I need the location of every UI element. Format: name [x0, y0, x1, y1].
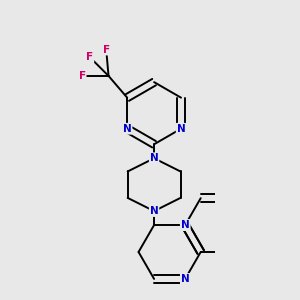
- Text: N: N: [150, 206, 158, 216]
- Text: N: N: [150, 153, 158, 163]
- Text: N: N: [181, 220, 190, 230]
- Text: N: N: [123, 124, 131, 134]
- Text: F: F: [103, 45, 110, 55]
- Text: N: N: [177, 124, 185, 134]
- Text: N: N: [181, 274, 190, 284]
- Text: F: F: [79, 71, 86, 81]
- Text: N: N: [181, 220, 190, 230]
- Text: F: F: [86, 52, 93, 62]
